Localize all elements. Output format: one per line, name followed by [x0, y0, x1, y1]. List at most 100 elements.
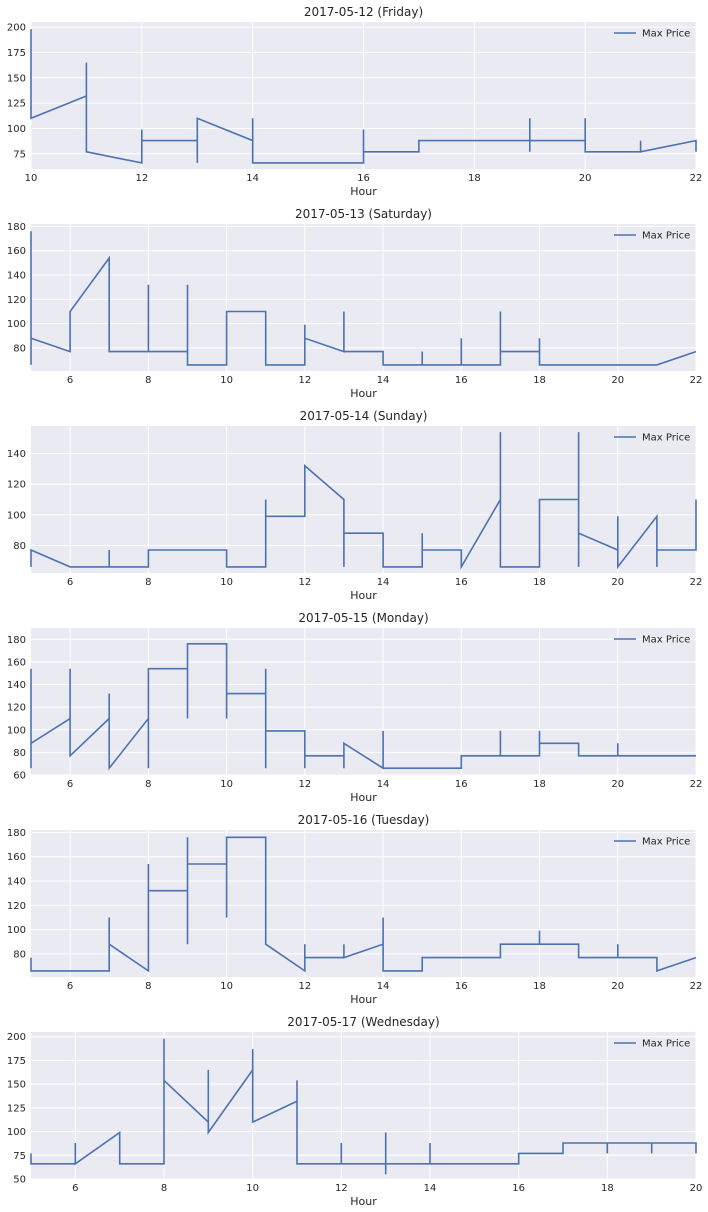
plot-area — [31, 426, 696, 573]
legend-label: Max Price — [642, 1039, 690, 1050]
x-tick-label: 20 — [611, 779, 624, 790]
x-tick-label: 18 — [468, 173, 481, 184]
y-tick-label: 100 — [7, 1127, 26, 1138]
x-tick-label: 12 — [298, 375, 311, 386]
y-tick-label: 175 — [7, 48, 26, 59]
x-tick-label: 22 — [690, 173, 703, 184]
x-tick-label: 12 — [135, 173, 148, 184]
x-tick-label: 20 — [579, 173, 592, 184]
x-axis-label: Hour — [350, 185, 377, 198]
x-tick-label: 10 — [220, 981, 233, 992]
x-axis-label: Hour — [350, 589, 377, 602]
plot-area — [31, 224, 696, 371]
series-line — [30, 642, 696, 771]
y-tick-label: 125 — [7, 1103, 26, 1114]
x-tick-label: 20 — [690, 1183, 703, 1194]
x-tick-label: 10 — [220, 779, 233, 790]
x-tick-label: 22 — [690, 375, 703, 386]
y-tick-label: 180 — [7, 828, 26, 839]
subplot-title: 2017-05-15 (Monday) — [298, 611, 428, 625]
x-tick-label: 6 — [67, 577, 73, 588]
x-tick-label: 12 — [335, 1183, 348, 1194]
y-tick-label: 200 — [7, 1032, 26, 1043]
y-tick-label: 160 — [7, 657, 26, 668]
y-tick-label: 180 — [7, 222, 26, 233]
y-tick-label: 180 — [7, 635, 26, 646]
series-line — [30, 29, 697, 164]
subplot-title: 2017-05-14 (Sunday) — [300, 409, 428, 423]
x-tick-label: 14 — [377, 981, 390, 992]
y-tick-label: 125 — [7, 99, 26, 110]
x-tick-label: 20 — [611, 981, 624, 992]
x-tick-label: 12 — [298, 577, 311, 588]
y-tick-label: 200 — [7, 23, 26, 34]
x-tick-label: 12 — [298, 981, 311, 992]
x-axis-label: Hour — [350, 1195, 377, 1208]
subplot-6: 6 8 10 12 14 16 18 20 50 75 100 125 150 175 200 2017-05… — [7, 1015, 702, 1208]
y-tick-label: 50 — [13, 1175, 26, 1186]
x-tick-label: 16 — [455, 375, 468, 386]
series-line — [30, 836, 697, 973]
y-tick-label: 150 — [7, 73, 26, 84]
x-axis-label: Hour — [350, 993, 377, 1006]
x-tick-label: 10 — [220, 375, 233, 386]
x-tick-label: 14 — [424, 1183, 437, 1194]
y-tick-label: 140 — [7, 877, 26, 888]
subplot-title: 2017-05-17 (Wednesday) — [287, 1015, 439, 1029]
y-tick-label: 80 — [13, 541, 26, 552]
x-tick-label: 6 — [67, 375, 73, 386]
x-tick-label: 6 — [67, 779, 73, 790]
x-tick-label: 16 — [357, 173, 370, 184]
y-tick-label: 75 — [13, 1151, 26, 1162]
y-tick-label: 120 — [7, 480, 26, 491]
subplot-4: 6 8 10 12 14 16 18 20 22 60 80 100 120 140 160 180 2017-… — [7, 611, 702, 804]
legend-label: Max Price — [642, 635, 690, 646]
x-tick-label: 22 — [690, 981, 703, 992]
x-tick-label: 8 — [145, 981, 151, 992]
legend-label: Max Price — [642, 29, 690, 40]
x-tick-label: 18 — [533, 779, 546, 790]
y-tick-label: 120 — [7, 703, 26, 714]
subplot-5: 6 8 10 12 14 16 18 20 22 80 100 120 140 160 180 2017-05… — [7, 813, 702, 1006]
x-tick-label: 14 — [377, 577, 390, 588]
y-tick-label: 80 — [13, 748, 26, 759]
x-tick-label: 18 — [533, 981, 546, 992]
x-tick-label: 18 — [533, 577, 546, 588]
x-tick-label: 12 — [298, 779, 311, 790]
x-tick-label: 20 — [611, 577, 624, 588]
subplot-1: 10 12 14 16 18 20 22 75 100 125 150 175 200 2017-05-1… — [7, 5, 702, 198]
subplot-title: 2017-05-12 (Friday) — [304, 5, 423, 19]
plot-area — [31, 628, 696, 775]
x-tick-label: 14 — [246, 173, 259, 184]
y-tick-label: 120 — [7, 295, 26, 306]
x-axis-label: Hour — [350, 387, 377, 400]
plot-area — [31, 830, 696, 977]
plot-area — [31, 1032, 696, 1179]
x-tick-label: 22 — [690, 779, 703, 790]
y-tick-label: 140 — [7, 449, 26, 460]
x-tick-label: 18 — [533, 375, 546, 386]
legend-label: Max Price — [642, 231, 690, 242]
subplot-title: 2017-05-13 (Saturday) — [295, 207, 432, 221]
y-tick-label: 75 — [13, 149, 26, 160]
y-tick-label: 100 — [7, 510, 26, 521]
series-line — [30, 231, 697, 366]
y-tick-label: 100 — [7, 319, 26, 330]
series-line — [30, 432, 697, 570]
y-tick-label: 175 — [7, 1056, 26, 1067]
x-tick-label: 16 — [455, 981, 468, 992]
y-tick-label: 80 — [13, 343, 26, 354]
x-tick-label: 8 — [161, 1183, 167, 1194]
x-tick-label: 14 — [377, 779, 390, 790]
x-tick-label: 14 — [377, 375, 390, 386]
x-tick-label: 16 — [455, 577, 468, 588]
y-tick-label: 100 — [7, 124, 26, 135]
subplot-3: 6 8 10 12 14 16 18 20 22 80 100 120 140 2017-05-14 (S… — [7, 409, 702, 602]
x-tick-label: 16 — [455, 779, 468, 790]
x-tick-label: 6 — [67, 981, 73, 992]
x-tick-label: 10 — [25, 173, 38, 184]
legend-label: Max Price — [642, 433, 690, 444]
y-tick-label: 160 — [7, 246, 26, 257]
y-tick-label: 140 — [7, 271, 26, 282]
